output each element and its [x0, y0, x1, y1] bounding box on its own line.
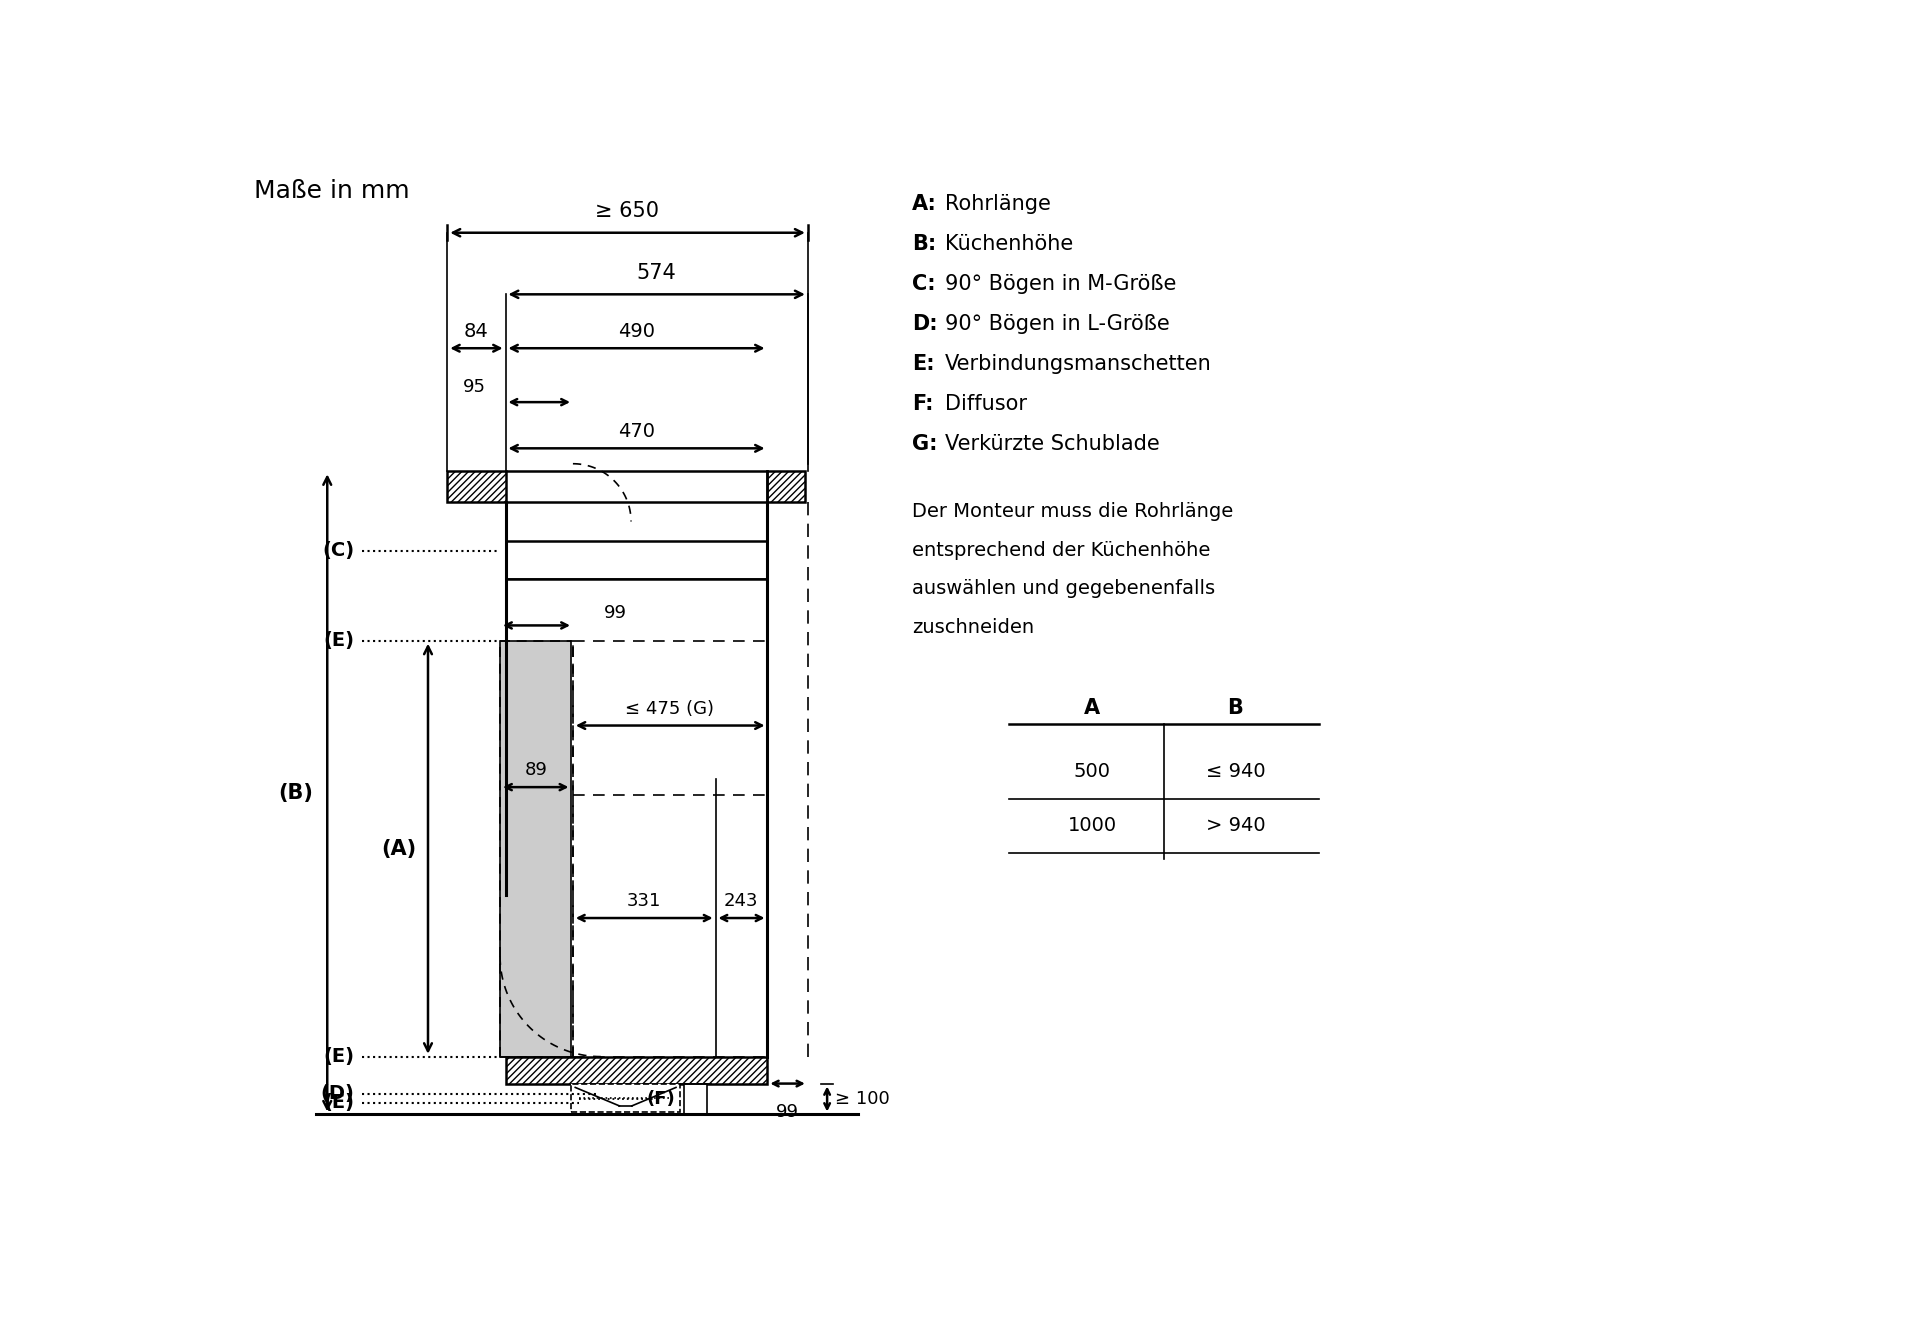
- Text: 90° Bögen in M-Größe: 90° Bögen in M-Größe: [945, 274, 1175, 294]
- Text: 95: 95: [463, 378, 486, 396]
- Text: Diffusor: Diffusor: [945, 394, 1027, 415]
- Text: Maße in mm: Maße in mm: [253, 179, 410, 203]
- Text: B:: B:: [912, 234, 937, 254]
- Text: ≤ 475 (G): ≤ 475 (G): [625, 699, 714, 718]
- Text: 1000: 1000: [1067, 817, 1116, 835]
- Text: 99: 99: [775, 1102, 798, 1121]
- Text: C:: C:: [912, 274, 935, 294]
- Text: Küchenhöhe: Küchenhöhe: [945, 234, 1073, 254]
- Text: 470: 470: [617, 421, 655, 441]
- Text: (C): (C): [322, 541, 354, 560]
- Text: zuschneiden: zuschneiden: [912, 618, 1034, 636]
- Text: Verkürzte Schublade: Verkürzte Schublade: [945, 435, 1160, 454]
- Bar: [572, 1084, 680, 1112]
- Text: (E): (E): [324, 631, 354, 651]
- Text: Rohrlänge: Rohrlänge: [945, 194, 1052, 215]
- Text: > 940: > 940: [1206, 817, 1265, 835]
- Text: auswählen und gegebenenfalls: auswählen und gegebenenfalls: [912, 579, 1215, 598]
- Text: 89: 89: [524, 761, 547, 780]
- Polygon shape: [768, 471, 806, 502]
- Text: 500: 500: [1074, 763, 1111, 781]
- Text: Der Monteur muss die Rohrlänge: Der Monteur muss die Rohrlänge: [912, 502, 1234, 522]
- Text: 331: 331: [627, 893, 661, 910]
- Polygon shape: [448, 471, 505, 502]
- Text: D:: D:: [912, 315, 937, 335]
- Text: B: B: [1227, 698, 1244, 718]
- Text: (E): (E): [324, 1047, 354, 1067]
- Text: 90° Bögen in L-Größe: 90° Bögen in L-Größe: [945, 315, 1170, 335]
- Text: 574: 574: [636, 263, 676, 283]
- Text: A: A: [1084, 698, 1101, 718]
- Text: G:: G:: [912, 435, 937, 454]
- Bar: [684, 1084, 707, 1114]
- Text: F:: F:: [912, 394, 933, 415]
- Text: Verbindungsmanschetten: Verbindungsmanschetten: [945, 354, 1212, 374]
- Text: 243: 243: [724, 893, 758, 910]
- Text: (F): (F): [646, 1090, 674, 1108]
- Text: (A): (A): [381, 839, 417, 859]
- Text: ≥ 100: ≥ 100: [834, 1090, 890, 1108]
- Text: ≥ 650: ≥ 650: [594, 202, 659, 221]
- Polygon shape: [501, 641, 572, 1056]
- Text: E:: E:: [912, 354, 935, 374]
- Text: (E): (E): [324, 1093, 354, 1113]
- Text: (D): (D): [320, 1084, 354, 1104]
- Polygon shape: [505, 1056, 768, 1084]
- Text: A:: A:: [912, 194, 937, 215]
- Text: 84: 84: [463, 321, 488, 341]
- Text: 99: 99: [604, 603, 627, 622]
- Text: (B): (B): [278, 784, 312, 803]
- Text: entsprechend der Küchenhöhe: entsprechend der Küchenhöhe: [912, 541, 1212, 560]
- Text: 490: 490: [617, 321, 655, 341]
- Text: ≤ 940: ≤ 940: [1206, 763, 1265, 781]
